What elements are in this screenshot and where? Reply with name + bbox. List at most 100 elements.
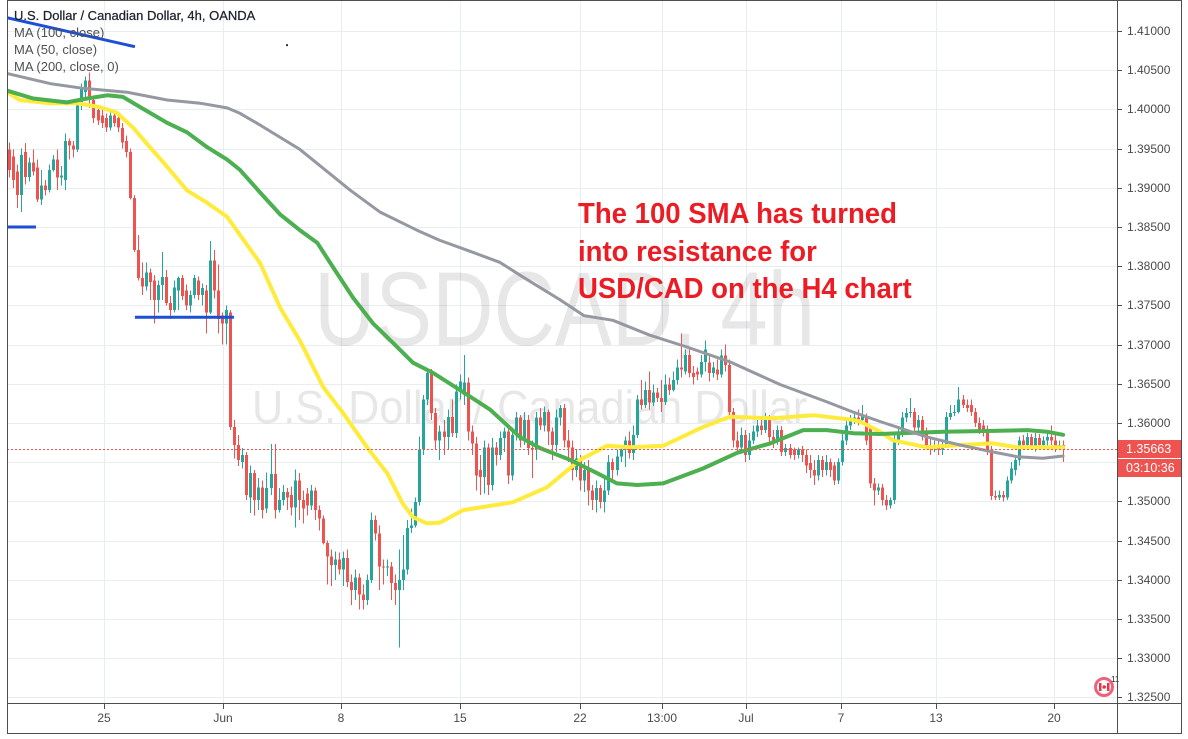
- candle-body: [197, 280, 200, 296]
- candle-body: [245, 455, 248, 496]
- price-axis-tick: [1118, 580, 1122, 581]
- candle-body: [772, 437, 775, 441]
- legend-ma-50[interactable]: MA (50, close): [14, 42, 98, 57]
- candle-bullish: [1010, 462, 1013, 484]
- candle-bearish: [813, 459, 816, 485]
- candle-bearish: [531, 440, 534, 478]
- candle-bearish: [982, 419, 985, 437]
- candle-bullish: [893, 434, 896, 504]
- candle-body: [869, 427, 872, 484]
- time-axis-divider: [7, 703, 1182, 704]
- candle-bullish: [40, 169, 43, 206]
- candle-body: [1038, 437, 1041, 445]
- candle-body: [463, 382, 466, 395]
- candle-bearish: [261, 480, 264, 519]
- candle-bullish: [949, 404, 952, 420]
- candle-body: [611, 462, 614, 471]
- candle-bullish: [177, 276, 180, 311]
- price-axis-tick: [1118, 423, 1122, 424]
- candle-bearish: [467, 377, 470, 441]
- candle-body: [209, 260, 212, 313]
- drawing-trendline[interactable]: [7, 16, 136, 49]
- candle-body: [547, 412, 550, 432]
- candle-wick: [464, 354, 465, 405]
- candle-bullish: [511, 430, 514, 481]
- candle-body: [217, 290, 220, 319]
- candle-body: [599, 488, 602, 503]
- candle-bullish: [422, 394, 425, 456]
- legend-ma-100[interactable]: MA (100, close): [14, 25, 105, 40]
- candle-bearish: [185, 284, 188, 311]
- candle-body: [237, 444, 240, 460]
- candle-bearish: [56, 149, 59, 191]
- candle-body: [881, 487, 884, 500]
- candle-bullish: [953, 404, 956, 416]
- price-axis-label: 1.38500: [1127, 220, 1171, 234]
- candle-bullish: [366, 574, 369, 605]
- frame-bottom-border: [7, 733, 1182, 734]
- candle-body: [865, 415, 868, 441]
- candle-bearish: [169, 296, 172, 319]
- price-axis[interactable]: 1.41000 1.40500 1.40000 1.39500 1.39000 1.385…: [1118, 1, 1181, 703]
- candle-body: [499, 437, 502, 456]
- watermark-symbol: USDCAD, 4h: [314, 251, 815, 368]
- candle-wick: [504, 427, 505, 453]
- candle-bearish: [780, 426, 783, 456]
- candle-bearish: [563, 404, 566, 448]
- chart-plot-area[interactable]: USDCAD, 4h U.S. Dollar / Canadian Dollar: [7, 1, 1117, 703]
- time-axis[interactable]: 25 Jun 8 15 22 13:00 Jul 7 13 20: [7, 704, 1117, 733]
- chart-legend: U.S. Dollar / Canadian Dollar, 4h, OANDA…: [14, 7, 256, 75]
- candle-bearish: [274, 444, 277, 519]
- candle-body: [917, 419, 920, 428]
- candle-body: [8, 149, 11, 170]
- candle-body: [350, 582, 353, 591]
- candle-body: [117, 118, 120, 128]
- candle-bullish: [310, 484, 313, 511]
- candle-body: [318, 510, 321, 519]
- candle-bearish: [611, 458, 614, 481]
- candle-bullish: [386, 559, 389, 576]
- candle-bearish: [833, 462, 836, 485]
- candle-body: [133, 198, 136, 250]
- candle-body: [1030, 437, 1033, 448]
- candle-bullish: [52, 154, 55, 172]
- candle-body: [768, 416, 771, 438]
- candle-body: [660, 397, 663, 402]
- annotation-line-2: into resistance for: [578, 235, 817, 268]
- legend-ma-200[interactable]: MA (200, close, 0): [14, 59, 119, 74]
- candle-bearish: [221, 312, 224, 345]
- candle-bullish: [595, 480, 598, 513]
- candle-bearish: [306, 488, 309, 516]
- candle-body: [764, 416, 767, 431]
- candle-body: [257, 487, 260, 500]
- candle-body: [221, 315, 224, 324]
- price-axis-label: 1.40000: [1127, 102, 1171, 116]
- moving-average-line[interactable]: [7, 88, 1066, 487]
- candle-bearish: [137, 234, 140, 281]
- candle-wick: [383, 559, 384, 585]
- candle-bullish: [897, 427, 900, 445]
- candle-bearish: [599, 484, 602, 509]
- candle-body: [48, 169, 51, 191]
- candle-bullish: [60, 165, 63, 186]
- time-axis-tick: [746, 704, 747, 709]
- economic-event-marker[interactable]: 11: [1093, 675, 1119, 698]
- candle-body: [966, 404, 969, 409]
- moving-average-line[interactable]: [7, 90, 1066, 526]
- chart-text-annotation[interactable]: The 100 SMA has turned into resistance f…: [578, 196, 912, 309]
- candle-bearish: [1038, 434, 1041, 450]
- candle-body: [129, 151, 132, 199]
- candle-bullish: [684, 349, 687, 375]
- candle-bearish: [921, 415, 924, 441]
- time-axis-tick: [580, 704, 581, 709]
- candle-body: [402, 569, 405, 580]
- candle-bullish: [463, 354, 466, 405]
- moving-average-line[interactable]: [7, 71, 1065, 460]
- candle-bullish: [76, 100, 79, 152]
- candle-bullish: [1042, 436, 1045, 449]
- candle-body: [153, 280, 156, 300]
- candle-bearish: [668, 377, 671, 395]
- time-axis-label: 13: [929, 711, 943, 725]
- candle-bullish: [241, 448, 244, 469]
- candle-bullish: [756, 419, 759, 438]
